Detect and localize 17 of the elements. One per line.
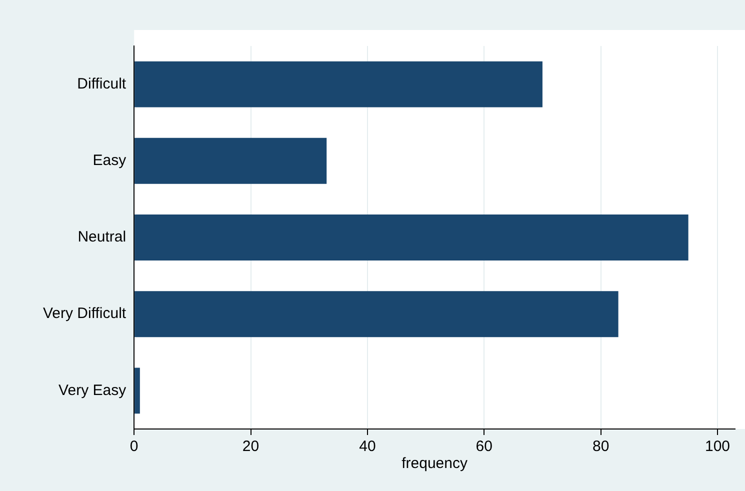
x-tick-label: 40 bbox=[359, 438, 376, 456]
x-axis-title: frequency bbox=[402, 455, 468, 472]
bar bbox=[134, 291, 618, 338]
y-tick-label: Neutral bbox=[78, 228, 126, 246]
x-tick-label: 60 bbox=[476, 438, 492, 456]
bar bbox=[134, 61, 542, 108]
x-tick-label: 20 bbox=[242, 438, 260, 456]
x-tick-label: 100 bbox=[704, 438, 730, 456]
x-tick-label: 0 bbox=[130, 438, 138, 456]
y-tick-label: Very Difficult bbox=[42, 305, 127, 322]
y-tick-label: Difficult bbox=[77, 75, 127, 92]
y-tick-label: Easy bbox=[92, 152, 127, 170]
bar bbox=[134, 368, 140, 414]
bar bbox=[134, 214, 688, 260]
bar bbox=[134, 138, 327, 184]
y-tick-label: Very Easy bbox=[58, 382, 127, 399]
x-tick-label: 80 bbox=[592, 438, 610, 456]
